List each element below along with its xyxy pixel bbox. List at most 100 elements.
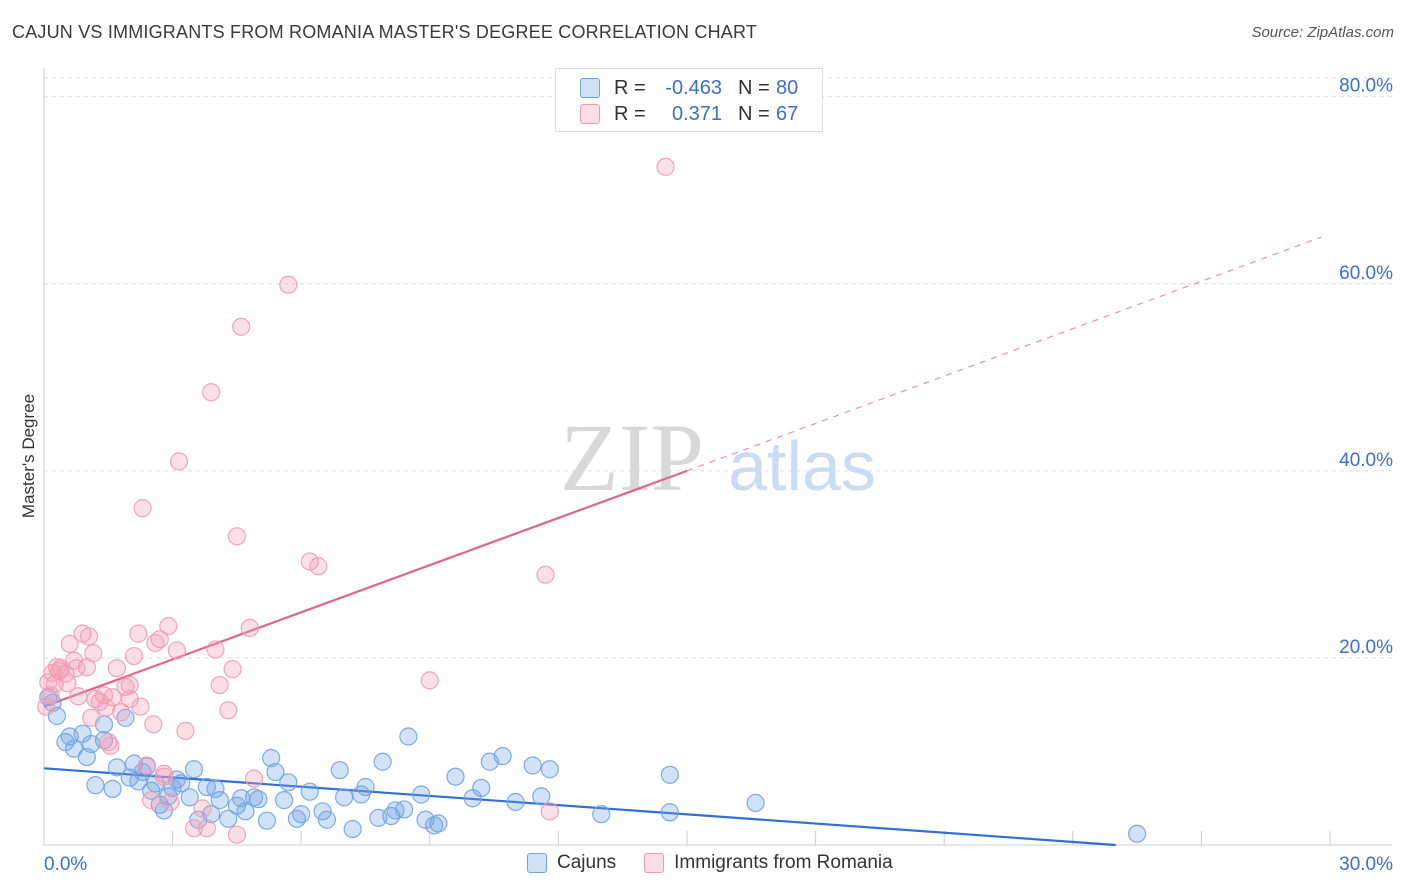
grid-lines	[44, 77, 1392, 659]
cajuns-point	[592, 805, 611, 824]
cajuns-point	[412, 785, 431, 804]
source-label: Source: ZipAtlas.com	[1251, 24, 1394, 41]
cajuns-point	[1127, 824, 1147, 843]
watermark-atlas: atlas	[728, 427, 876, 505]
cajuns-point	[206, 779, 225, 798]
cajuns-point	[64, 739, 84, 758]
cajuns-point	[660, 803, 679, 822]
chart-title: CAJUN VS IMMIGRANTS FROM ROMANIA MASTER'…	[12, 22, 758, 42]
cajuns-point	[343, 819, 362, 839]
cajuns-point	[249, 790, 268, 809]
romania-point	[120, 689, 139, 709]
romania-point	[309, 557, 328, 576]
romania-point	[60, 634, 79, 653]
romania-point	[37, 697, 56, 716]
cajuns-trend-line	[43, 767, 1116, 847]
cajuns-point	[660, 765, 679, 784]
romania-point	[120, 675, 139, 695]
y-tick-label: 20.0%	[1339, 637, 1393, 658]
romania-point	[167, 641, 186, 660]
romania-point	[133, 499, 152, 518]
romania-point	[150, 630, 169, 649]
romania-point	[82, 708, 101, 727]
cajuns-point	[472, 778, 491, 798]
watermark-zip: ZIP	[560, 404, 704, 511]
romania-point	[223, 660, 242, 679]
cajuns-point	[394, 800, 414, 819]
legend-n-label: N =	[738, 102, 770, 125]
cajuns-point	[262, 748, 281, 768]
legend-n-label: N =	[738, 76, 770, 99]
cajuns-point	[279, 773, 298, 792]
romania-point	[112, 703, 131, 722]
cajuns-point	[313, 802, 332, 821]
legend-r-label: R =	[614, 102, 646, 125]
cajuns-point	[334, 788, 354, 807]
series-label-romania: Immigrants from Romania	[674, 852, 893, 873]
romania-point	[41, 686, 60, 705]
y-tick-label: 80.0%	[1339, 76, 1393, 97]
romania-point	[240, 618, 259, 638]
romania-point	[84, 644, 103, 663]
cajuns-point	[532, 787, 551, 806]
romania-point	[420, 671, 439, 690]
romania-point	[279, 275, 298, 294]
romania-point	[176, 721, 195, 740]
tick-labels: 20.0% 40.0% 60.0% 80.0% 0.0% 30.0%	[44, 76, 1393, 875]
romania-point	[129, 624, 148, 643]
cajuns-point	[219, 809, 238, 828]
cajuns-point	[540, 760, 559, 779]
romania-point	[210, 675, 229, 695]
legend-row-cajuns: R = -0.463 N = 80	[580, 76, 798, 100]
legend-r-value: 0.371	[666, 102, 722, 125]
romania-point	[169, 452, 189, 471]
romania-trend-extension	[686, 236, 1322, 472]
romania-point	[131, 697, 150, 716]
cajuns-point	[210, 791, 229, 810]
series-swatch-romania	[644, 853, 665, 873]
cajuns-point	[107, 758, 126, 777]
romania-point	[107, 659, 126, 678]
series-label-cajuns: Cajuns	[557, 852, 617, 873]
legend-r-value: -0.463	[665, 76, 722, 99]
cajuns-point	[172, 774, 191, 793]
romania-point	[69, 687, 88, 706]
cajuns-point	[746, 793, 765, 813]
cajuns-point	[236, 802, 255, 821]
y-axis-label: Master's Degree	[19, 394, 38, 518]
cajuns-point	[493, 747, 512, 766]
romania-point	[79, 627, 99, 646]
romania-point	[219, 701, 238, 720]
cajuns-point	[330, 761, 349, 780]
legend-swatch-cajuns	[580, 78, 600, 98]
romania-point	[154, 767, 174, 786]
legend-row-romania: R = 0.371 N = 67	[580, 102, 798, 126]
romania-point	[159, 617, 178, 636]
series-legend-cajuns[interactable]: Cajuns	[527, 852, 616, 874]
romania-point	[227, 527, 246, 546]
series-legend: Cajuns Immigrants from Romania	[527, 852, 921, 874]
cajuns-point	[257, 811, 277, 830]
cajuns-point	[266, 762, 285, 782]
romania-point	[142, 791, 161, 810]
y-tick-label: 60.0%	[1339, 263, 1393, 284]
romania-point	[244, 769, 264, 788]
legend-r-label: R =	[614, 76, 646, 99]
romania-point	[161, 792, 180, 812]
cajuns-point	[86, 776, 105, 795]
cajuns-point	[292, 805, 311, 824]
x-tick-label: 30.0%	[1339, 854, 1393, 875]
romania-point	[137, 756, 156, 775]
data-points	[37, 157, 1147, 844]
cajuns-point	[506, 792, 525, 812]
cajuns-point	[373, 752, 392, 771]
romania-point	[206, 640, 225, 659]
cajuns-point	[103, 779, 122, 798]
romania-point	[232, 317, 251, 336]
series-legend-romania[interactable]: Immigrants from Romania	[644, 852, 893, 874]
cajuns-point	[356, 777, 375, 797]
romania-point	[536, 565, 555, 584]
legend-swatch-romania	[580, 104, 600, 124]
cajuns-point	[300, 782, 319, 801]
